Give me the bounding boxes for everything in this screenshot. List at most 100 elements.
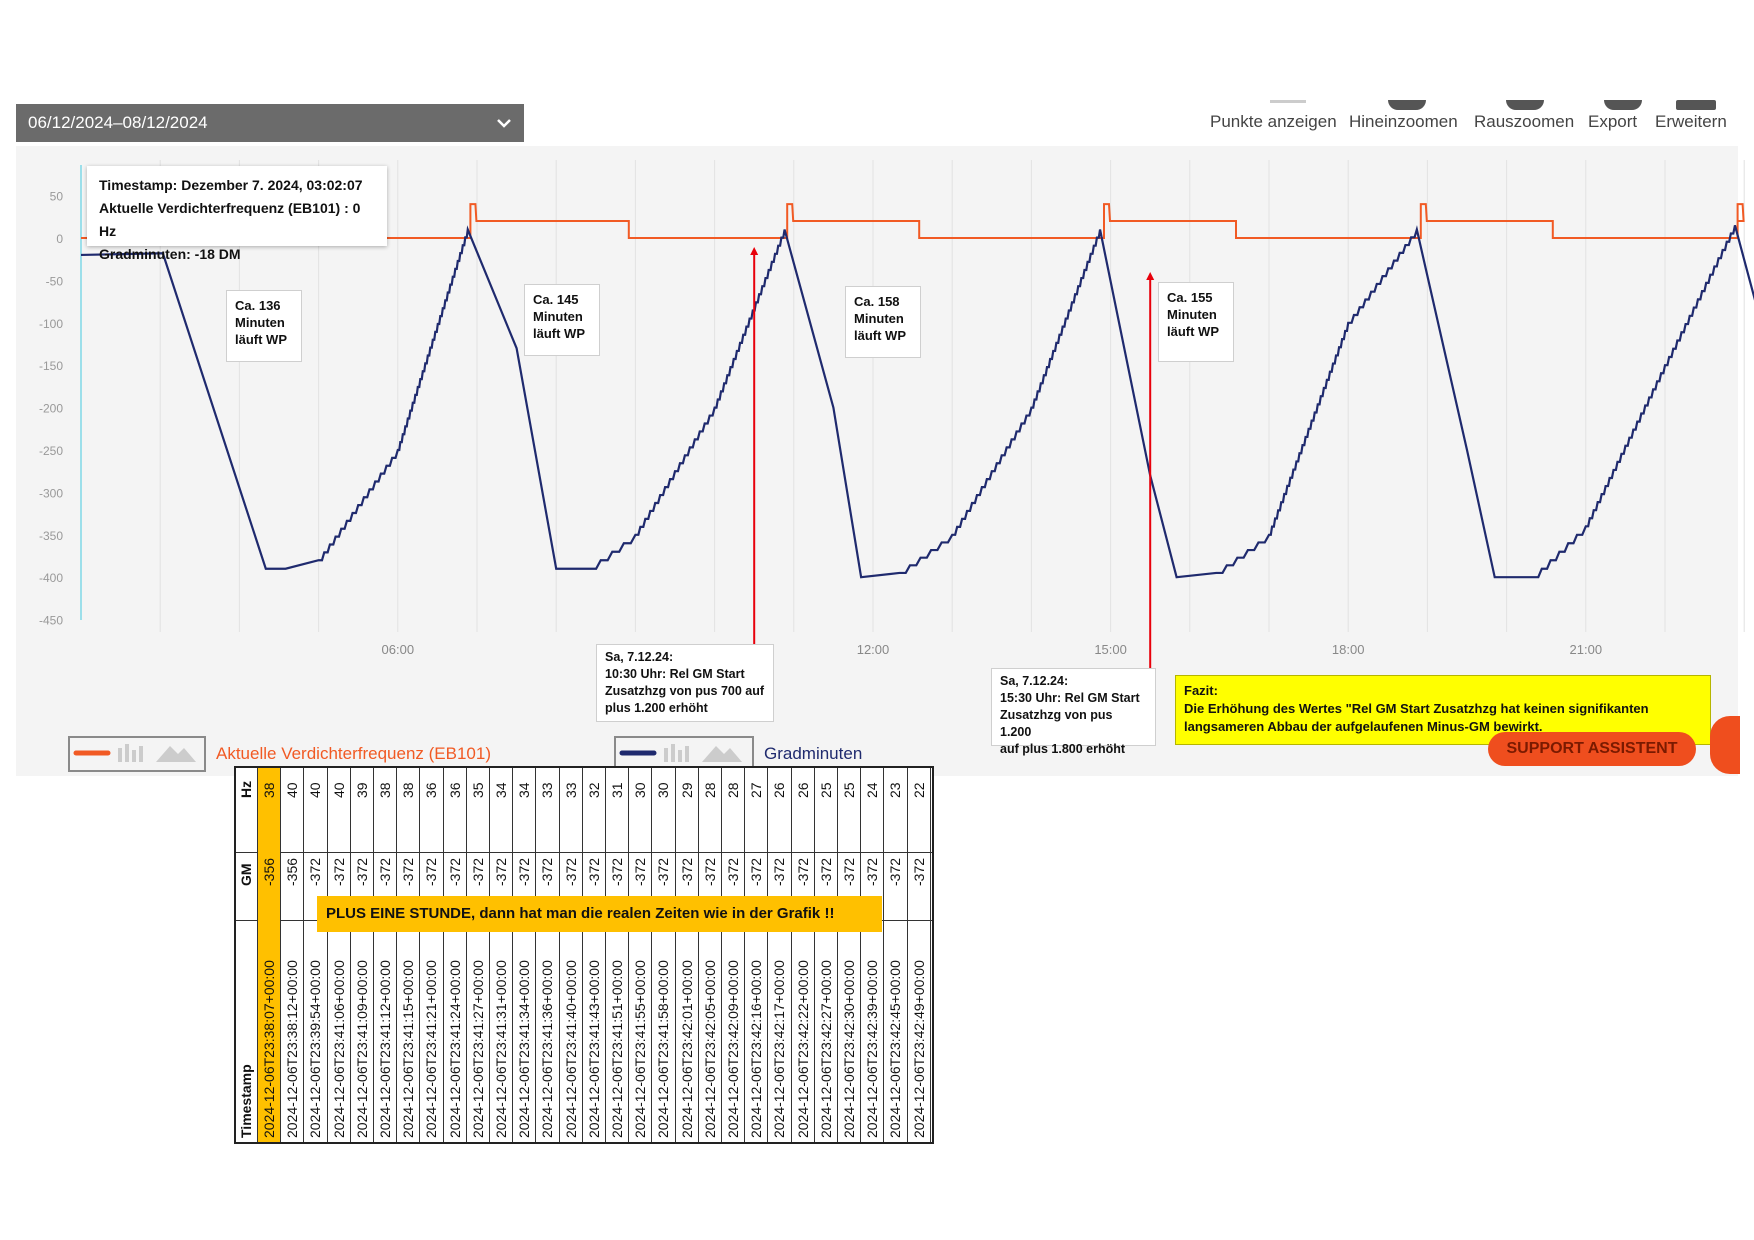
table-row: 36 -372 2024-12-06T23:41:24+00:00 <box>444 768 467 1142</box>
chevron-down-icon[interactable] <box>496 115 512 131</box>
table-row: 40 -372 2024-12-06T23:39:54+00:00 <box>304 768 328 1142</box>
change-note-2-line: 15:30 Uhr: Rel GM Start <box>1000 691 1140 705</box>
table-cell-timestamp: 2024-12-06T23:39:54+00:00 <box>307 960 324 1138</box>
table-cell-timestamp: 2024-12-06T23:42:17+00:00 <box>771 960 788 1138</box>
change-note-2: Sa, 7.12.24: 15:30 Uhr: Rel GM Start Zus… <box>991 668 1156 756</box>
table-cell-hz: 32 <box>585 782 602 798</box>
table-cell-gm: -372 <box>748 857 765 886</box>
table-cell-gm: -372 <box>516 857 533 886</box>
table-cell-gm: -372 <box>655 857 672 886</box>
table-cell-gm: -372 <box>771 857 788 886</box>
table-cell-timestamp: 2024-12-06T23:42:09+00:00 <box>725 960 741 1138</box>
table-cell-hz: 38 <box>261 782 277 798</box>
tool-expand[interactable]: Erweitern <box>1655 112 1727 131</box>
table-cell-hz: 25 <box>817 782 834 798</box>
table-row: 34 -372 2024-12-06T23:41:34+00:00 <box>513 768 537 1142</box>
fazit-note: Fazit: Die Erhöhung des Wertes "Rel GM S… <box>1175 675 1711 745</box>
run-annotation-1-line: Ca. 136 <box>235 298 281 313</box>
table-cell-timestamp: 2024-12-06T23:41:40+00:00 <box>562 960 579 1138</box>
table-cell-timestamp: 2024-12-06T23:41:27+00:00 <box>469 960 486 1138</box>
table-cell-gm: -356 <box>261 857 277 886</box>
run-annotation-3-line: läuft WP <box>854 328 906 343</box>
table-cell-hz: 40 <box>284 782 301 798</box>
tool-export[interactable]: Export <box>1588 112 1638 131</box>
table-cell-timestamp: 2024-12-06T23:42:01+00:00 <box>678 960 695 1138</box>
table-cell-hz: 28 <box>701 782 718 798</box>
chat-icon[interactable] <box>1710 716 1740 774</box>
table-cell-timestamp: 2024-12-06T23:42:27+00:00 <box>817 960 834 1138</box>
change-note-1: Sa, 7.12.24: 10:30 Uhr: Rel GM Start Zus… <box>596 644 774 722</box>
table-row: 26 -372 2024-12-06T23:42:22+00:00 <box>792 768 815 1142</box>
table-cell-timestamp: 2024-12-06T23:42:45+00:00 <box>887 960 904 1138</box>
legend-toggle-frequency[interactable] <box>68 736 206 772</box>
table-cell-timestamp: 2024-12-06T23:42:22+00:00 <box>794 960 811 1138</box>
frequency-legend-icon <box>73 744 196 762</box>
run-annotation-3-line: Ca. 158 <box>854 294 900 309</box>
table-row: 30 -372 2024-12-06T23:41:58+00:00 <box>652 768 676 1142</box>
expand-icon <box>1676 100 1716 110</box>
table-row: 38 -356 2024-12-06T23:38:07+00:00 <box>258 768 282 1142</box>
table-cell-hz: 30 <box>632 782 649 798</box>
support-assistant-button[interactable]: SUPPORT ASSISTENT <box>1488 732 1696 766</box>
table-cell-timestamp: 2024-12-06T23:42:30+00:00 <box>841 960 857 1138</box>
tool-show-points[interactable]: Punkte anzeigen <box>1210 112 1337 131</box>
table-row: 40 -372 2024-12-06T23:41:06+00:00 <box>328 768 351 1142</box>
table-cell-timestamp: 2024-12-06T23:38:07+00:00 <box>261 960 277 1138</box>
table-cell-gm: -372 <box>678 857 695 886</box>
table-row: 28 -372 2024-12-06T23:42:05+00:00 <box>699 768 722 1142</box>
change-note-1-line: 10:30 Uhr: Rel GM Start <box>605 667 745 681</box>
run-annotation-2: Ca. 145 Minuten läuft WP <box>524 284 600 356</box>
tooltip-gradminuten: Gradminuten: -18 DM <box>99 246 241 262</box>
table-cell-hz: 34 <box>516 782 533 798</box>
time-offset-note: PLUS EINE STUNDE, dann hat man die reale… <box>317 896 882 932</box>
table-cell-gm: -372 <box>307 857 324 886</box>
table-cell-gm: -372 <box>632 857 649 886</box>
table-cell-gm: -372 <box>910 857 927 886</box>
change-note-1-line: Zusatzhzg von pus 700 auf <box>605 684 765 698</box>
table-cell-timestamp: 2024-12-06T23:41:21+00:00 <box>423 960 440 1138</box>
run-annotation-4-line: Ca. 155 <box>1167 290 1213 305</box>
zoom-in-icon <box>1388 100 1426 110</box>
table-cell-gm: -372 <box>446 857 463 886</box>
tool-zoom-out[interactable]: Rauszoomen <box>1474 112 1575 131</box>
tool-zoom-in[interactable]: Hineinzoomen <box>1349 112 1458 131</box>
fazit-text: Die Erhöhung des Wertes "Rel GM Start Zu… <box>1184 701 1649 716</box>
run-annotation-2-line: Minuten <box>533 309 583 324</box>
table-row: 34 -372 2024-12-06T23:41:31+00:00 <box>490 768 514 1142</box>
run-annotation-4: Ca. 155 Minuten läuft WP <box>1158 282 1234 362</box>
table-cell-timestamp: 2024-12-06T23:42:16+00:00 <box>748 960 765 1138</box>
table-cell-timestamp: 2024-12-06T23:41:43+00:00 <box>585 960 602 1138</box>
table-cell-hz: 27 <box>748 782 765 798</box>
table-cell-timestamp: 2024-12-06T23:38:12+00:00 <box>284 960 301 1138</box>
table-cell-timestamp: 2024-12-06T23:41:55+00:00 <box>632 960 649 1138</box>
table-cell-hz: 33 <box>562 782 579 798</box>
table-cell-timestamp: 2024-12-06T23:41:51+00:00 <box>609 960 625 1138</box>
chart-toolbar: Punkte anzeigen Hineinzoomen Rauszoomen … <box>1210 100 1740 144</box>
table-cell-timestamp: 2024-12-06T23:41:34+00:00 <box>516 960 533 1138</box>
table-cell-gm: -372 <box>400 857 417 886</box>
run-annotation-3: Ca. 158 Minuten läuft WP <box>845 286 921 358</box>
run-annotation-1-line: Minuten <box>235 315 285 330</box>
table-row: 40 -356 2024-12-06T23:38:12+00:00 <box>281 768 305 1142</box>
table-row: 38 -372 2024-12-06T23:41:15+00:00 <box>397 768 421 1142</box>
run-annotation-4-line: läuft WP <box>1167 324 1219 339</box>
table-row: 33 -372 2024-12-06T23:41:36+00:00 <box>536 768 560 1142</box>
fazit-title: Fazit: <box>1184 683 1218 698</box>
table-cell-timestamp: 2024-12-06T23:41:24+00:00 <box>446 960 463 1138</box>
date-range-text: 06/12/2024–08/12/2024 <box>28 113 208 132</box>
run-annotation-2-line: Ca. 145 <box>533 292 579 307</box>
run-annotation-4-line: Minuten <box>1167 307 1217 322</box>
table-header-column: Hz GM Timestamp <box>236 768 258 1142</box>
table-cell-gm: -372 <box>887 857 904 886</box>
table-row: 33 -372 2024-12-06T23:41:40+00:00 <box>560 768 583 1142</box>
table-row: 38 -372 2024-12-06T23:41:12+00:00 <box>374 768 398 1142</box>
table-cell-gm: -372 <box>330 857 347 886</box>
table-cell-hz: 26 <box>794 782 811 798</box>
table-cell-timestamp: 2024-12-06T23:41:15+00:00 <box>400 960 417 1138</box>
table-cell-gm: -372 <box>585 857 602 886</box>
table-cell-timestamp: 2024-12-06T23:41:31+00:00 <box>493 960 509 1138</box>
table-row: 31 -372 2024-12-06T23:41:51+00:00 <box>606 768 630 1142</box>
table-header-timestamp: Timestamp <box>238 1064 254 1138</box>
table-cell-timestamp: 2024-12-06T23:42:49+00:00 <box>910 960 927 1138</box>
date-range-selector[interactable]: 06/12/2024–08/12/2024 <box>16 104 524 142</box>
